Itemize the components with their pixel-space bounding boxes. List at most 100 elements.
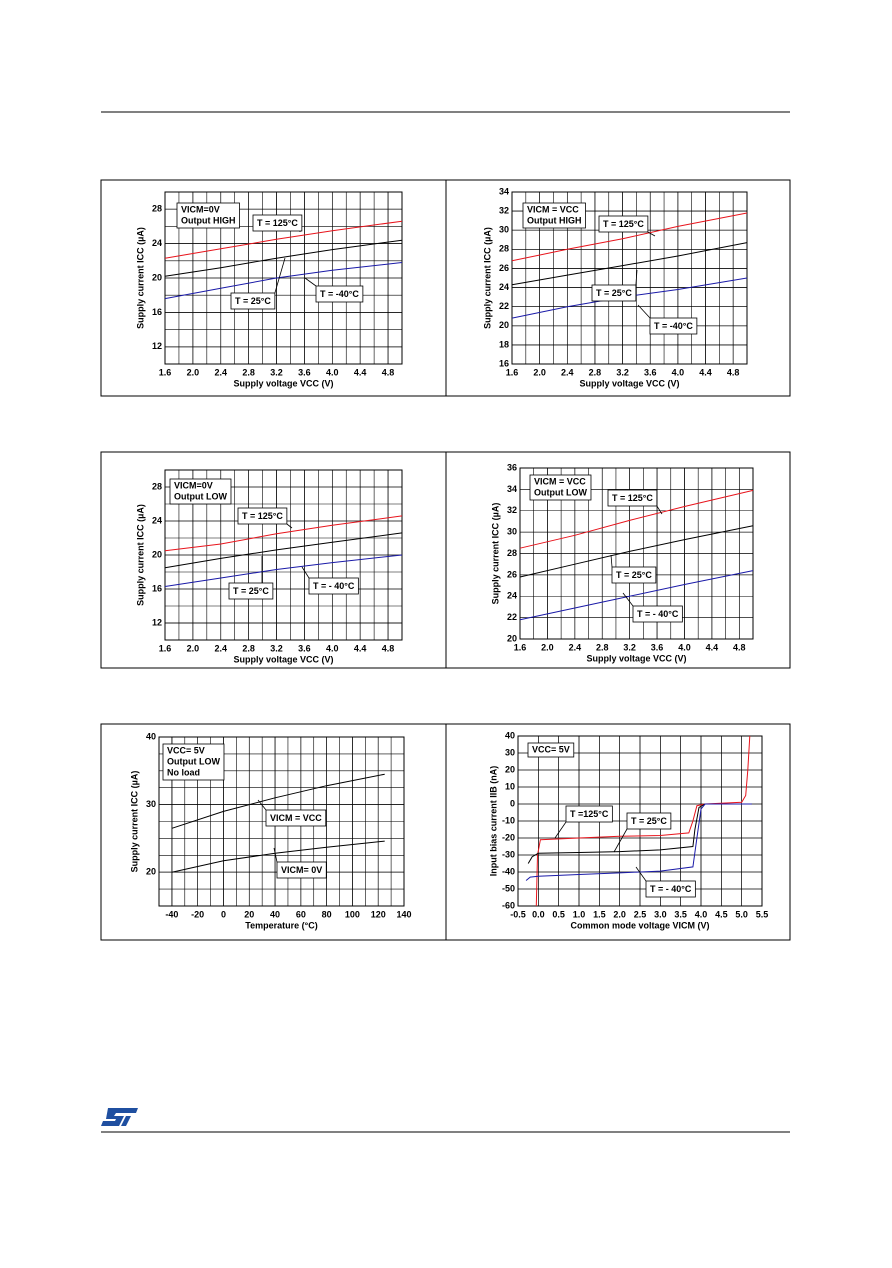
series-line — [164, 554, 403, 587]
series-callout: VICM = VCC — [257, 799, 327, 827]
y-axis-label: Supply current ICC (µA) — [490, 503, 500, 605]
y-tick-label: -10 — [502, 815, 515, 825]
callout-leader — [610, 554, 613, 568]
callout-leader — [635, 269, 638, 286]
y-tick-label: 20 — [152, 549, 162, 559]
x-tick-label: 1.0 — [573, 909, 586, 919]
y-tick-label: 34 — [507, 484, 517, 494]
x-tick-label: 1.6 — [159, 367, 172, 377]
x-tick-label: 1.6 — [514, 642, 527, 652]
series-callout: T = 125°C — [252, 214, 303, 232]
x-tick-label: 3.6 — [651, 642, 664, 652]
y-tick-label: 16 — [152, 583, 162, 593]
y-tick-label: 40 — [505, 730, 515, 740]
note-line: No load — [167, 767, 200, 777]
callout-box — [645, 880, 696, 898]
y-tick-label: 34 — [499, 186, 509, 196]
callout-label: T = 25°C — [616, 570, 652, 580]
series-callout: VICM= 0V — [273, 847, 327, 879]
x-tick-label: 3.2 — [270, 643, 283, 653]
y-axis-label: Supply current ICC (µA) — [135, 504, 145, 606]
x-tick-label: 3.5 — [674, 909, 687, 919]
y-tick-label: 40 — [146, 731, 156, 741]
callout-label: T = - 40°C — [650, 884, 692, 894]
series-callout: T = - 40°C — [635, 866, 696, 898]
series-callout: T = - 40°C — [622, 592, 683, 623]
x-tick-label: 3.6 — [298, 643, 311, 653]
callout-leader — [274, 257, 286, 294]
x-tick-label: 2.0 — [541, 642, 554, 652]
note-line: VICM=0V — [181, 204, 220, 214]
note-box — [529, 474, 592, 501]
callout-label: T = - 40°C — [313, 581, 355, 591]
y-tick-label: 32 — [499, 205, 509, 215]
note-line: VCC= 5V — [532, 744, 570, 754]
x-tick-label: 3.2 — [623, 642, 636, 652]
x-tick-label: -0.5 — [510, 909, 526, 919]
y-tick-label: 12 — [152, 617, 162, 627]
callout-box — [649, 317, 698, 335]
x-tick-label: 3.0 — [654, 909, 667, 919]
y-tick-label: 20 — [507, 633, 517, 643]
y-tick-label: 30 — [146, 799, 156, 809]
series-callout: T = 25°C — [230, 257, 286, 310]
x-tick-label: 2.4 — [561, 367, 574, 377]
x-tick-label: 2.0 — [187, 367, 200, 377]
callout-label: T = 25°C — [233, 586, 269, 596]
x-axis-label: Supply voltage VCC (V) — [233, 378, 333, 388]
x-tick-label: 5.0 — [735, 909, 748, 919]
x-tick-label: 4.4 — [699, 367, 712, 377]
y-tick-label: 10 — [505, 781, 515, 791]
y-tick-label: 24 — [152, 515, 162, 525]
x-tick-label: 80 — [322, 909, 332, 919]
y-tick-label: 24 — [152, 238, 162, 248]
x-tick-label: 2.4 — [215, 643, 228, 653]
y-tick-label: 28 — [152, 481, 162, 491]
x-tick-label: 60 — [296, 909, 306, 919]
callout-leader — [613, 828, 628, 853]
note-box — [522, 202, 586, 229]
series-callout: T = 25°C — [613, 812, 672, 853]
x-tick-label: 1.5 — [593, 909, 606, 919]
x-axis-label: Common mode voltage VICM (V) — [570, 920, 709, 930]
x-tick-label: 2.0 — [533, 367, 546, 377]
plot-border — [158, 736, 405, 907]
series-line — [164, 532, 403, 569]
x-tick-label: -20 — [191, 909, 204, 919]
y-axis-label: Supply current ICC (µA) — [482, 227, 492, 329]
x-tick-label: 4.0 — [678, 642, 691, 652]
series-line — [164, 262, 403, 300]
x-tick-label: 2.5 — [634, 909, 647, 919]
x-tick-label: 4.0 — [695, 909, 708, 919]
callout-label: T = - 40°C — [637, 609, 679, 619]
callout-leader — [301, 566, 310, 579]
callout-box — [611, 566, 657, 584]
callout-label: T =125°C — [570, 809, 609, 819]
callout-box — [591, 284, 637, 302]
x-tick-label: 4.0 — [326, 643, 339, 653]
x-tick-label: 100 — [345, 909, 360, 919]
callout-box — [598, 215, 649, 233]
x-tick-label: 1.6 — [159, 643, 172, 653]
x-tick-label: 4.8 — [727, 367, 740, 377]
x-tick-label: 4.0 — [672, 367, 685, 377]
note-box — [162, 743, 225, 781]
callout-box — [228, 582, 274, 600]
series-line — [164, 239, 403, 277]
logo-s — [101, 1108, 138, 1126]
x-tick-label: 4.0 — [326, 367, 339, 377]
y-tick-label: 28 — [499, 244, 509, 254]
callout-label: T = 125°C — [257, 218, 298, 228]
series-callout: T = 125°C — [237, 507, 293, 529]
x-tick-label: 2.0 — [613, 909, 626, 919]
series-callout: T = 25°C — [228, 556, 274, 600]
x-tick-label: 120 — [371, 909, 386, 919]
y-tick-label: 30 — [499, 225, 509, 235]
x-tick-label: 4.4 — [354, 367, 367, 377]
callout-leader — [647, 231, 656, 237]
y-tick-label: 24 — [507, 591, 517, 601]
